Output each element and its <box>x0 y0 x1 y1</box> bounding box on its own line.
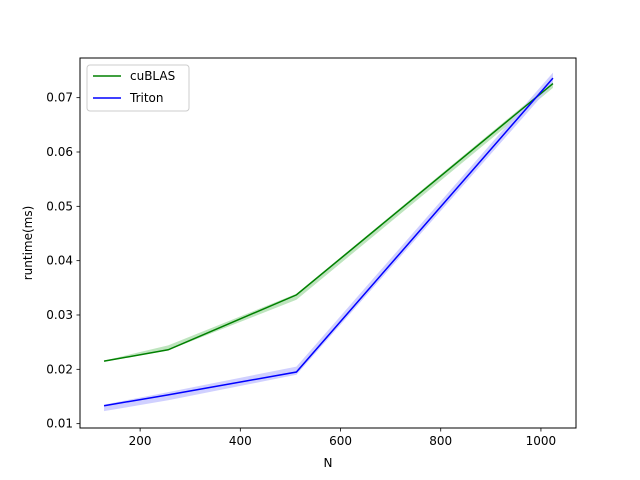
y-axis-label: runtime(ms) <box>21 206 35 281</box>
series-line-cublas <box>103 82 554 362</box>
x-tick-label: 200 <box>129 434 152 448</box>
legend-label-triton: Triton <box>129 91 164 105</box>
y-tick-label: 0.03 <box>46 308 73 322</box>
plot-frame <box>79 57 577 429</box>
legend-label-cublas: cuBLAS <box>130 69 175 83</box>
x-tick-label: 600 <box>329 434 352 448</box>
y-tick-label: 0.05 <box>46 199 73 213</box>
series-line-triton <box>103 77 554 407</box>
x-tick-label: 1000 <box>526 434 557 448</box>
y-tick-label: 0.04 <box>46 254 73 268</box>
y-tick-label: 0.02 <box>46 362 73 376</box>
y-tick-label: 0.07 <box>46 91 73 105</box>
y-tick-label: 0.06 <box>46 145 73 159</box>
x-tick-label: 400 <box>229 434 252 448</box>
legend: cuBLAS Triton <box>86 64 190 112</box>
x-axis-label: N <box>324 456 333 470</box>
y-tick-label: 0.01 <box>46 417 73 431</box>
x-tick-label: 800 <box>429 434 452 448</box>
